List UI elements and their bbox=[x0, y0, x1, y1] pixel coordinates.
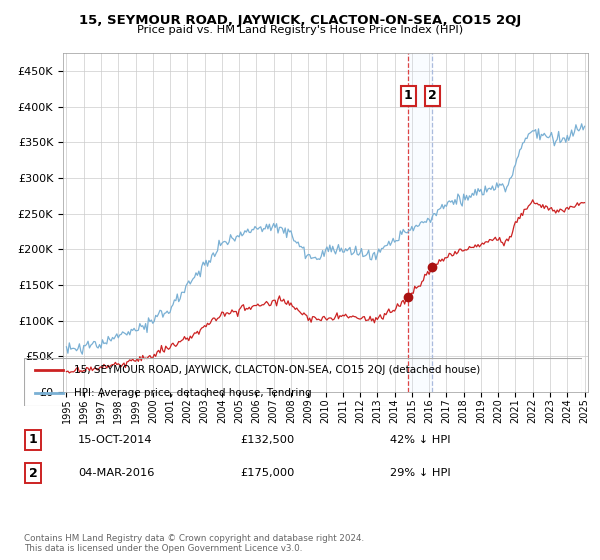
Text: 2: 2 bbox=[29, 466, 37, 480]
Text: 1: 1 bbox=[404, 90, 413, 102]
Text: 42% ↓ HPI: 42% ↓ HPI bbox=[390, 435, 451, 445]
Text: 15-OCT-2014: 15-OCT-2014 bbox=[78, 435, 152, 445]
Text: Price paid vs. HM Land Registry's House Price Index (HPI): Price paid vs. HM Land Registry's House … bbox=[137, 25, 463, 35]
Bar bbox=[408, 53, 432, 392]
Text: £132,500: £132,500 bbox=[240, 435, 294, 445]
Text: Contains HM Land Registry data © Crown copyright and database right 2024.
This d: Contains HM Land Registry data © Crown c… bbox=[24, 534, 364, 553]
Text: £175,000: £175,000 bbox=[240, 468, 295, 478]
Text: 04-MAR-2016: 04-MAR-2016 bbox=[78, 468, 154, 478]
Text: HPI: Average price, detached house, Tendring: HPI: Average price, detached house, Tend… bbox=[74, 388, 312, 398]
Text: 29% ↓ HPI: 29% ↓ HPI bbox=[390, 468, 451, 478]
Text: 15, SEYMOUR ROAD, JAYWICK, CLACTON-ON-SEA, CO15 2QJ: 15, SEYMOUR ROAD, JAYWICK, CLACTON-ON-SE… bbox=[79, 14, 521, 27]
Text: 1: 1 bbox=[29, 433, 37, 446]
Text: 2: 2 bbox=[428, 90, 436, 102]
Text: 15, SEYMOUR ROAD, JAYWICK, CLACTON-ON-SEA, CO15 2QJ (detached house): 15, SEYMOUR ROAD, JAYWICK, CLACTON-ON-SE… bbox=[74, 365, 481, 375]
